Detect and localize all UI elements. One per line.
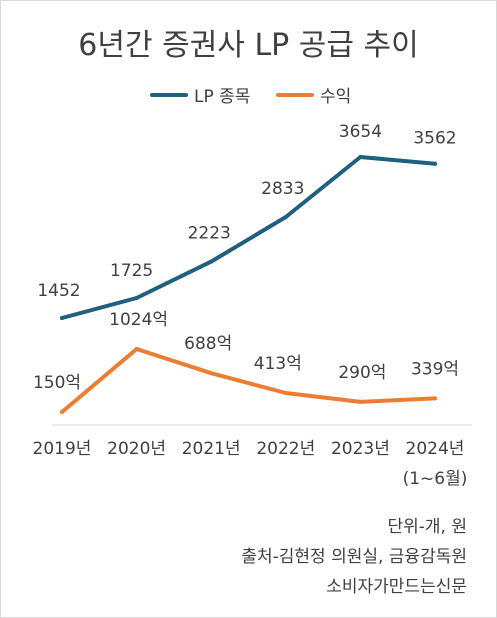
data-label-1-2: 688억 xyxy=(184,334,232,354)
data-point-1-1 xyxy=(134,347,139,351)
legend-swatch-lp xyxy=(150,92,188,97)
chart-notes: 단위-개, 원 출처-김현정 의원실, 금융감독원 소비자가만드는신문 xyxy=(241,512,467,602)
data-point-0-3 xyxy=(283,215,288,220)
legend-item-revenue: 수익 xyxy=(276,82,351,107)
data-label-0-5: 3562 xyxy=(413,129,456,149)
data-label-0-3: 2833 xyxy=(261,179,304,199)
source-note: 출처-김현정 의원실, 금융감독원 xyxy=(241,547,467,567)
publisher-note: 소비자가만드는신문 xyxy=(326,577,467,597)
x-tick-sublabel-5: (1~6월) xyxy=(403,469,468,489)
legend-item-lp: LP 종목 xyxy=(150,82,250,107)
series-line-1 xyxy=(60,347,437,414)
legend-label-revenue: 수익 xyxy=(320,87,352,107)
unit-note: 단위-개, 원 xyxy=(387,517,467,537)
data-point-0-0 xyxy=(60,316,64,320)
data-point-1-4 xyxy=(358,399,363,404)
data-point-1-5 xyxy=(433,396,437,401)
data-label-1-1: 1024억 xyxy=(109,310,168,330)
x-tick-label-1: 2020년 xyxy=(107,439,166,459)
x-tick-label-3: 2022년 xyxy=(256,439,315,459)
data-label-0-1: 1725 xyxy=(110,261,153,281)
data-label-1-4: 290억 xyxy=(338,363,386,383)
data-label-0-2: 2223 xyxy=(188,224,231,244)
data-point-1-0 xyxy=(60,410,64,414)
data-point-1-3 xyxy=(283,391,288,396)
data-point-0-5 xyxy=(433,161,437,166)
data-label-1-3: 413억 xyxy=(254,354,302,374)
legend: LP 종목 수익 xyxy=(0,82,497,107)
x-tick-label-0: 2019년 xyxy=(33,439,92,459)
legend-swatch-revenue xyxy=(276,92,314,97)
data-point-1-2 xyxy=(209,371,214,376)
x-tick-label-2: 2021년 xyxy=(182,439,241,459)
data-point-0-1 xyxy=(134,296,139,301)
data-point-0-2 xyxy=(209,259,214,264)
data-label-0-4: 3654 xyxy=(339,122,382,142)
data-label-1-5: 339억 xyxy=(411,359,459,379)
legend-label-lp: LP 종목 xyxy=(194,87,251,107)
series-line-0 xyxy=(60,155,437,320)
data-label-0-0: 1452 xyxy=(37,281,80,301)
x-tick-label-5: 2024년 xyxy=(406,439,465,459)
data-point-0-4 xyxy=(358,155,363,159)
x-tick-label-4: 2023년 xyxy=(331,439,390,459)
chart-title: 6년간 증권사 LP 공급 추이 xyxy=(78,28,419,63)
data-label-1-0: 150억 xyxy=(33,373,81,393)
